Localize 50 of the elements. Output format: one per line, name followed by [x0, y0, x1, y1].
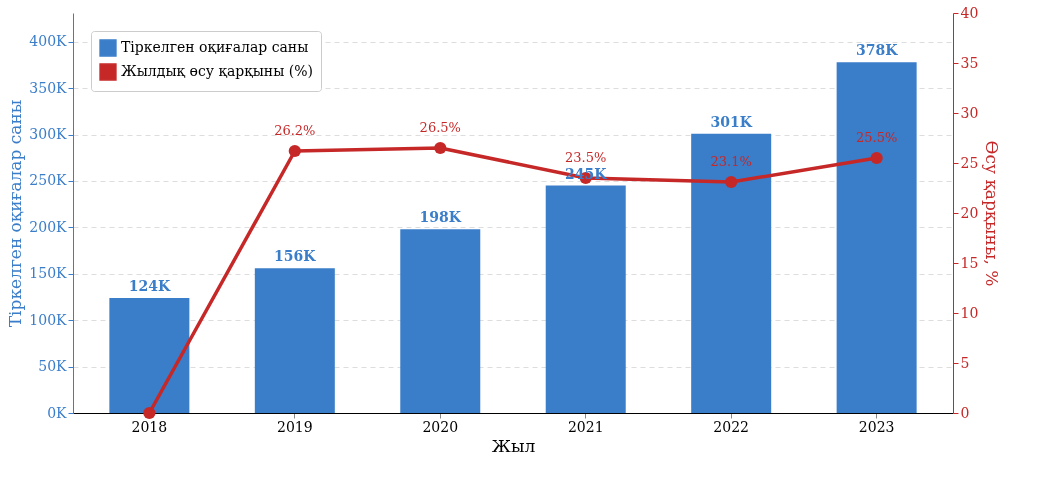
y2-tick-label: 40 [960, 4, 979, 21]
data-label: 26.5% [419, 120, 461, 135]
legend-label: Жылдық өсу қарқыны (%) [121, 63, 313, 79]
y2-tick-label: 10 [960, 304, 979, 321]
y-axis-title: Тіркелген оқиғалар саны [5, 99, 26, 328]
x-tick-label: 2022 [713, 418, 749, 435]
y2-tick-label: 20 [960, 204, 979, 221]
y-tick-label: 50K [38, 358, 68, 375]
data-label: 23.5% [565, 150, 607, 165]
y2-tick-label: 0 [960, 404, 970, 421]
bar [545, 185, 626, 413]
bar [836, 62, 917, 413]
point [434, 141, 447, 155]
data-label: 378K [855, 42, 899, 59]
legend-label: Тіркелген оқиғалар саны [121, 39, 309, 55]
y-tick-label: 300K [29, 126, 68, 143]
y2-tick-label: 25 [960, 154, 979, 171]
data-label: 301K [710, 113, 753, 130]
data-label: 26.2% [274, 123, 316, 138]
x-axis-title: Жыл [491, 435, 536, 456]
data-label: 156K [274, 248, 317, 265]
data-label: 198K [419, 209, 462, 226]
y-tick-label: 100K [29, 311, 68, 328]
y2-tick-label: 5 [960, 354, 970, 371]
point [143, 406, 156, 420]
point [725, 175, 738, 189]
point [288, 144, 301, 158]
data-label: 25.5% [855, 130, 898, 145]
y-tick-label: 350K [29, 79, 68, 96]
y-tick-label: 150K [29, 265, 68, 282]
y2-tick-label: 15 [960, 254, 979, 271]
y-tick-label: 200K [29, 218, 68, 235]
data-label: 23.1% [710, 154, 752, 169]
y-tick-label: 400K [29, 33, 68, 50]
bar [691, 133, 772, 413]
y2-axis-title: Өсу қарқыны, % [982, 140, 1003, 287]
bar [254, 268, 335, 413]
bar [400, 229, 481, 413]
x-tick-label: 2023 [858, 418, 895, 435]
x-tick-label: 2019 [277, 418, 313, 435]
x-tick-label: 2020 [422, 418, 459, 435]
y2-tick-label: 30 [960, 104, 979, 121]
data-label: 124K [128, 277, 171, 294]
y-tick-label: 250K [29, 172, 68, 189]
y2-tick-label: 35 [960, 54, 979, 71]
x-tick-label: 2021 [567, 418, 604, 435]
bar [109, 297, 190, 413]
y-tick-label: 0K [47, 404, 68, 421]
x-tick-label: 2018 [131, 418, 168, 435]
point [870, 151, 883, 165]
